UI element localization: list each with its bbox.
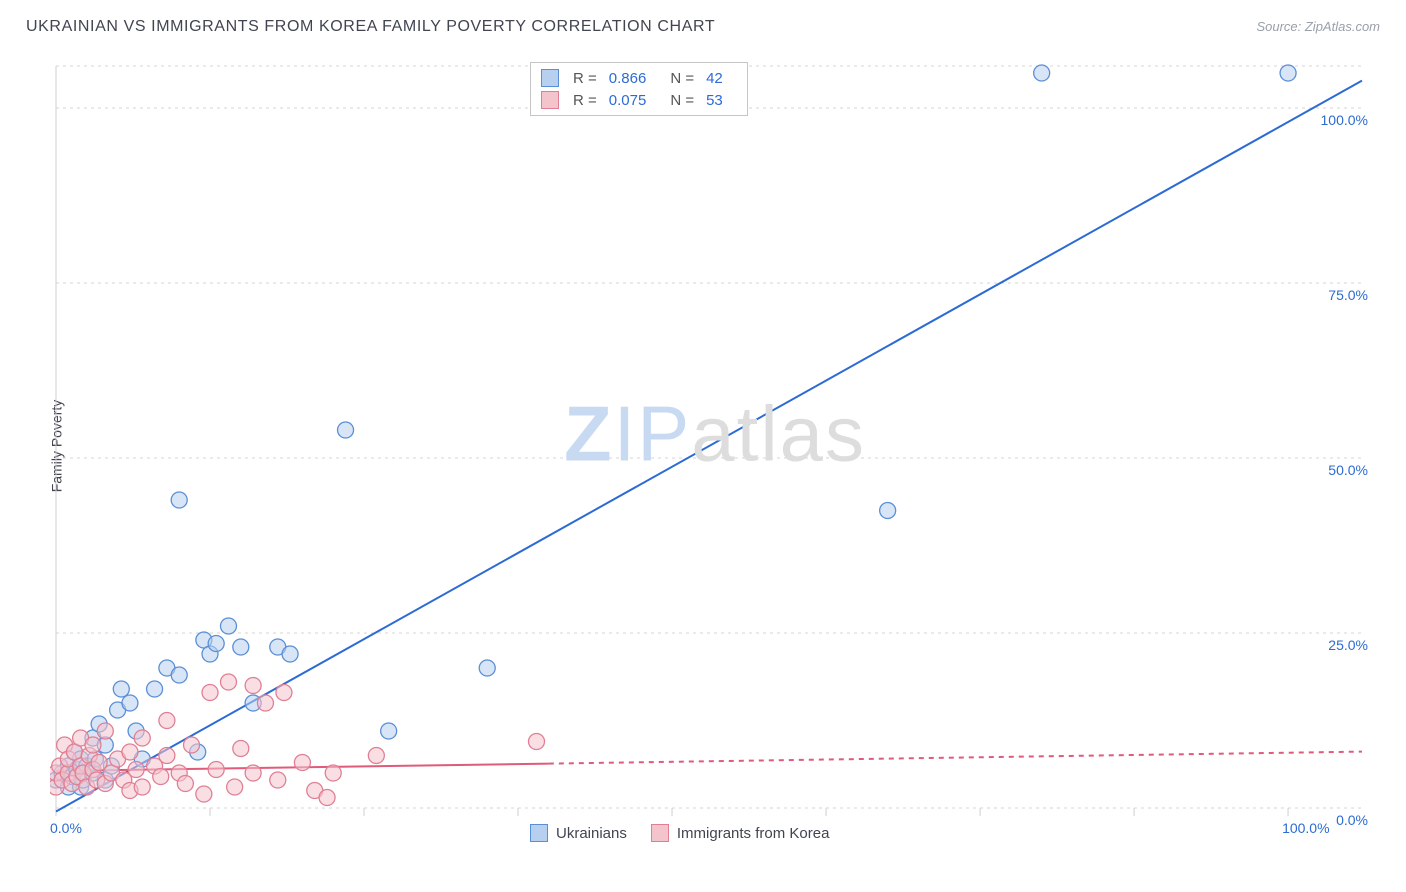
legend-label: Immigrants from Korea [677,825,830,842]
r-label: R = [573,70,597,87]
legend-swatch-icon [541,91,559,109]
chart-plot-area: ZIPatlas R = 0.866 N = 42 R = 0.075 N = … [50,60,1380,840]
r-label: R = [573,92,597,109]
legend-series: Ukrainians Immigrants from Korea [530,824,829,842]
legend-item: Ukrainians [530,824,627,842]
n-label: N = [670,70,694,87]
n-value: 53 [706,92,723,109]
chart-header: UKRAINIAN VS IMMIGRANTS FROM KOREA FAMIL… [26,18,1380,36]
r-value: 0.866 [609,70,647,87]
y-tick-label: 25.0% [1328,637,1368,653]
legend-stats: R = 0.866 N = 42 R = 0.075 N = 53 [530,62,748,116]
scatter-chart-svg [50,60,1380,840]
x-tick-label: 0.0% [50,820,82,836]
y-tick-label: 0.0% [1336,812,1368,828]
n-label: N = [670,92,694,109]
legend-swatch-icon [651,824,669,842]
legend-stats-row: R = 0.075 N = 53 [541,91,733,109]
legend-item: Immigrants from Korea [651,824,830,842]
n-value: 42 [706,70,723,87]
legend-stats-row: R = 0.866 N = 42 [541,69,733,87]
x-tick-label: 100.0% [1282,820,1329,836]
y-tick-label: 50.0% [1328,462,1368,478]
legend-swatch-icon [541,69,559,87]
y-tick-label: 100.0% [1321,112,1368,128]
y-tick-label: 75.0% [1328,287,1368,303]
source-attribution: Source: ZipAtlas.com [1256,19,1380,34]
r-value: 0.075 [609,92,647,109]
chart-title: UKRAINIAN VS IMMIGRANTS FROM KOREA FAMIL… [26,18,715,36]
legend-label: Ukrainians [556,825,627,842]
legend-swatch-icon [530,824,548,842]
